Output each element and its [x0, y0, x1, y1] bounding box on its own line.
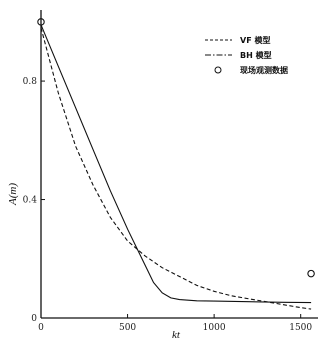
x-tick-label: 1500 — [289, 323, 312, 333]
y-tick-label: 0.4 — [23, 196, 38, 206]
legend-item-observed: 现场观测数据 — [214, 65, 288, 75]
observed-data-point — [307, 269, 315, 278]
y-axis-label: A(m) — [7, 183, 19, 206]
legend-label-bh: BH 模型 — [240, 50, 272, 60]
legend-label-vf: VF 模型 — [240, 35, 270, 45]
legend-label-observed: 现场观测数据 — [240, 65, 288, 75]
legend: VF 模型 BH 模型 现场观测数据 — [205, 35, 288, 75]
x-axis-label: kt — [172, 329, 181, 341]
legend-swatch-circle — [214, 66, 222, 74]
x-tick-label: 1000 — [203, 323, 226, 333]
y-tick-label: 0.8 — [23, 77, 38, 87]
x-tick-label: 500 — [119, 323, 136, 333]
legend-item-vf: VF 模型 — [205, 35, 270, 45]
legend-item-bh: BH 模型 — [205, 50, 272, 60]
y-tick-label: 0 — [31, 314, 37, 324]
vf-model-line — [40, 27, 312, 310]
x-tick-label: 0 — [38, 323, 44, 333]
bh-model-line — [40, 24, 312, 304]
